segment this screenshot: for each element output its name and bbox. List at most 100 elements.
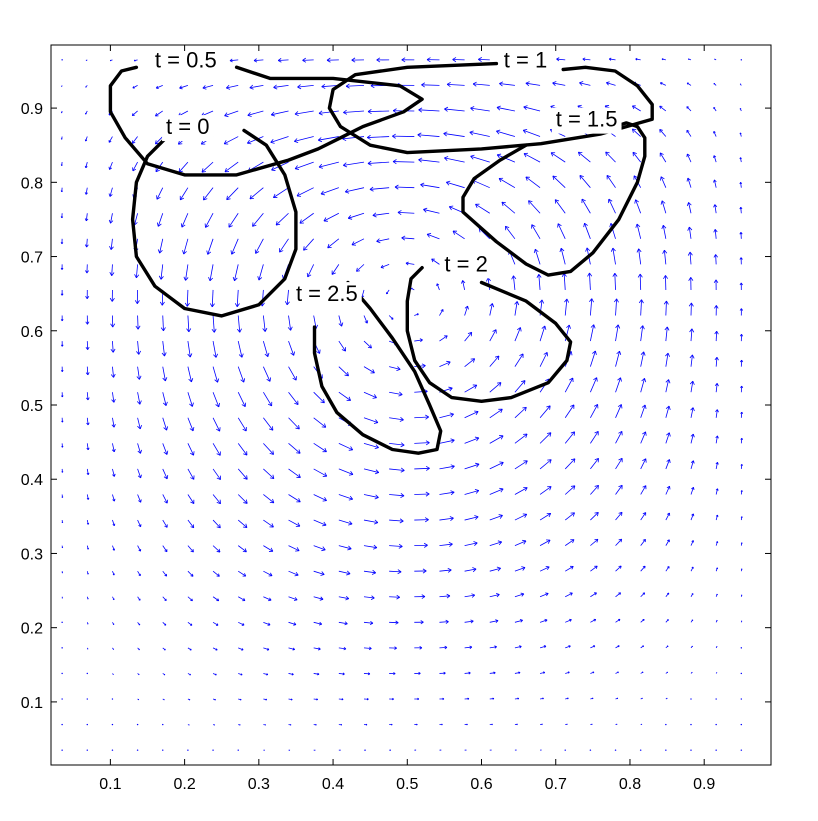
vector-shaft (178, 161, 189, 173)
vector-shaft (156, 85, 163, 89)
vector-head (666, 459, 670, 462)
vector-arrow (590, 404, 599, 418)
vector-head (467, 305, 469, 310)
vector-head (716, 567, 718, 569)
vector-arrow (363, 749, 366, 751)
vector-head (472, 567, 477, 570)
vector-shaft (338, 596, 349, 600)
vector-shaft (313, 596, 324, 600)
vector-head (291, 672, 294, 675)
vector-shaft (589, 272, 591, 290)
vector-head (716, 593, 718, 595)
vector-arrow (489, 671, 496, 675)
vector-head (264, 353, 269, 358)
vector-head (163, 476, 168, 480)
vector-head (373, 422, 378, 424)
vector-shaft (665, 326, 668, 342)
vector-arrow (277, 58, 289, 63)
y-tick-label: 0.9 (21, 101, 43, 118)
vector-shaft (740, 464, 743, 469)
vector-arrow (739, 257, 743, 265)
vector-arrow (275, 212, 289, 226)
vector-arrow (302, 57, 314, 63)
vector-head (492, 303, 495, 308)
x-tick-label: 0.5 (396, 776, 418, 793)
vector-arrow (156, 187, 164, 200)
vector-arrow (363, 544, 378, 550)
vector-arrow (212, 749, 214, 751)
vector-arrow (288, 340, 295, 356)
vector-arrow (470, 106, 490, 112)
vector-head (351, 57, 356, 61)
vector-arrow (439, 671, 446, 675)
vector-head (346, 570, 351, 574)
vector-arrow (212, 468, 221, 480)
vector-head (449, 412, 454, 415)
vector-head (324, 447, 327, 452)
vector-head (595, 565, 598, 570)
vector-head (692, 380, 695, 385)
vector-arrow (739, 157, 742, 163)
vector-head (111, 399, 115, 403)
vector-shaft (162, 468, 168, 480)
vector-shaft (470, 155, 490, 163)
vector-head (347, 214, 352, 219)
vector-arrow (739, 83, 742, 86)
vector-shaft (187, 417, 194, 432)
vector-shaft (318, 161, 339, 168)
vector-shaft (513, 275, 516, 290)
vector-head (398, 394, 403, 397)
vector-head (318, 647, 321, 650)
vector-shaft (110, 213, 113, 224)
vector-head (207, 251, 212, 255)
vector-head (111, 272, 115, 276)
vector-arrow (713, 279, 719, 290)
vector-head (446, 595, 451, 599)
vector-head (315, 324, 319, 329)
vector-shaft (156, 187, 164, 200)
vector-head (290, 698, 293, 700)
vector-arrow (226, 187, 239, 201)
vector-head (520, 619, 523, 623)
vector-head (452, 57, 457, 60)
vector-head (348, 523, 353, 526)
vector-shaft (665, 459, 670, 470)
vector-head (243, 502, 248, 504)
vector-dot (740, 698, 743, 700)
vector-head (214, 379, 218, 383)
vector-shaft (389, 417, 404, 421)
vector-head (367, 672, 371, 675)
vector-arrow (514, 697, 520, 700)
vector-head (366, 698, 369, 700)
vector-arrow (496, 105, 515, 112)
vector-head (302, 57, 306, 61)
vector-head (297, 522, 301, 527)
vector-head (243, 378, 246, 383)
vector-head (449, 516, 454, 519)
vector-shaft (464, 646, 472, 649)
vector-arrow (514, 460, 528, 470)
vector-arrow (112, 596, 115, 601)
vector-shaft (112, 519, 115, 526)
vector-shaft (389, 494, 405, 497)
vector-head (401, 59, 406, 63)
vector-head (662, 224, 667, 229)
vector-head (183, 276, 186, 281)
vector-arrow (640, 565, 646, 572)
vector-head (644, 378, 647, 383)
vector-shaft (539, 352, 548, 367)
vector-arrow (86, 698, 88, 700)
vector-head (316, 698, 318, 700)
vector-head (206, 250, 209, 255)
vector-arrow (615, 350, 622, 367)
vector-shaft (439, 595, 450, 598)
vector-arrow (211, 315, 217, 333)
vector-arrow (86, 596, 89, 600)
vector-arrow (270, 110, 289, 117)
vector-arrow (539, 486, 552, 495)
vector-head (399, 518, 404, 522)
vector-head (688, 202, 692, 206)
vector-shaft (640, 539, 646, 546)
vector-head (643, 351, 646, 356)
vector-arrow (635, 223, 642, 239)
